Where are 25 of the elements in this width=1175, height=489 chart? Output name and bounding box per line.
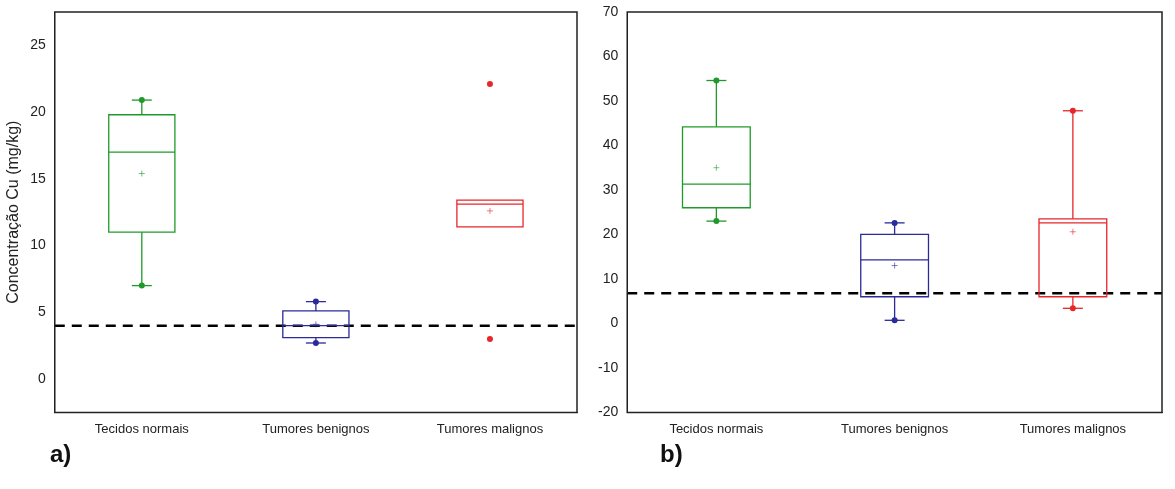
y-tick-label: 30 <box>602 180 619 197</box>
x-tick-label: Tecidos normais <box>669 420 764 436</box>
text: b) <box>660 440 683 468</box>
y-axis-title: Concentração Cu (mg/kg) <box>4 120 22 304</box>
text: a) <box>50 440 72 468</box>
y-tick-label: -10 <box>598 358 619 375</box>
y-tick-label: 40 <box>602 136 619 153</box>
x-tick-label: Tecidos normais <box>94 420 190 436</box>
y-tick-label: 70 <box>602 2 619 19</box>
y-tick-label: 50 <box>602 91 619 108</box>
y-tick-label: 20 <box>30 102 46 119</box>
x-tick-label: Tumores malignos <box>436 420 544 436</box>
x-tick-label: Tumores benignos <box>841 420 949 436</box>
y-tick-label: 15 <box>30 169 46 186</box>
y-tick-label: 0 <box>610 314 619 331</box>
y-tick-label: 10 <box>30 236 46 253</box>
y-tick-label: 20 <box>602 225 619 242</box>
y-tick-label: -20 <box>598 403 619 420</box>
y-tick-label: 25 <box>30 36 46 53</box>
y-tick-label: 60 <box>602 47 619 64</box>
x-tick-label: Tumores benignos <box>262 420 370 436</box>
y-tick-label: 0 <box>37 369 46 386</box>
y-tick-label: 10 <box>602 269 619 286</box>
y-tick-label: 5 <box>37 303 46 320</box>
x-tick-label: Tumores malignos <box>1019 420 1127 436</box>
